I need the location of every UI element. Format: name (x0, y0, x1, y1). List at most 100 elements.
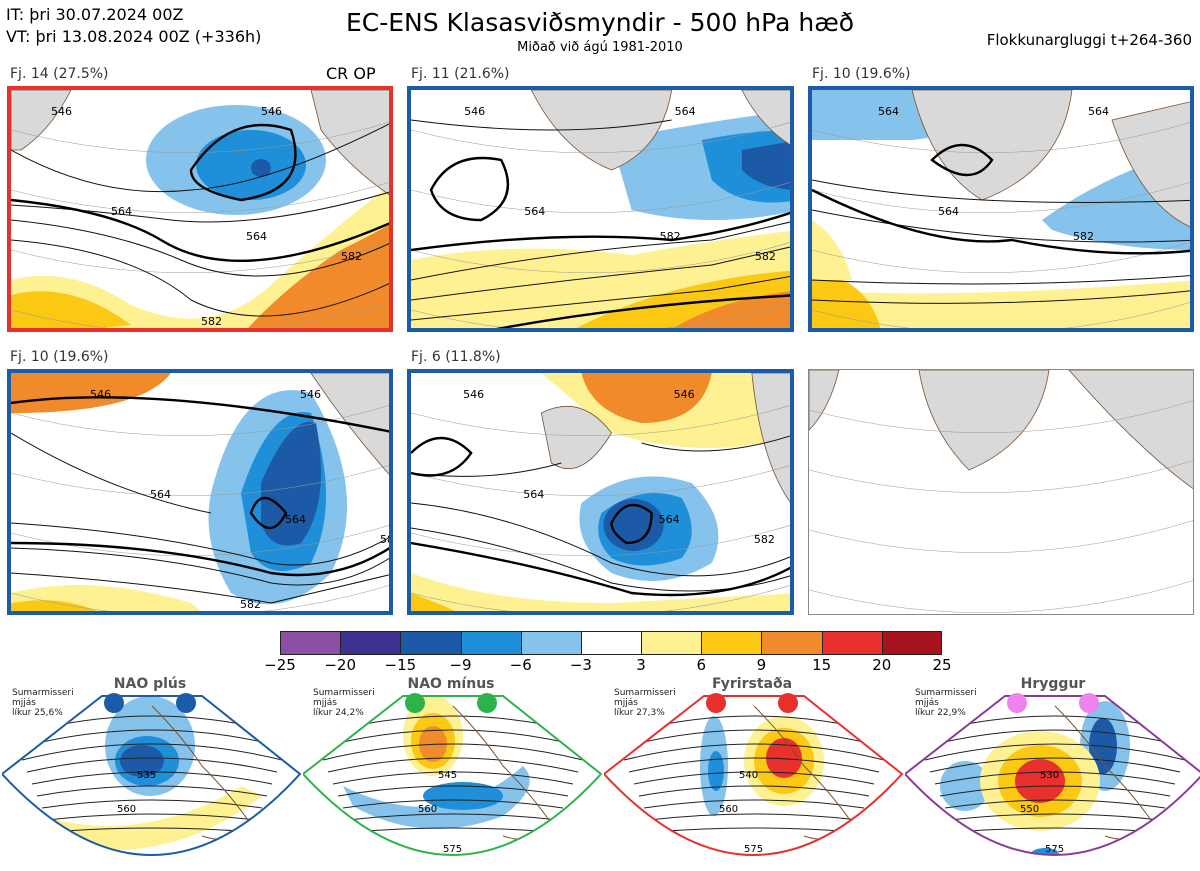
regime-frame (2, 695, 302, 856)
contour-label: 564 (285, 513, 306, 526)
regime-contour (347, 813, 559, 821)
graticule-line (411, 242, 790, 273)
regime-marker-dot (477, 693, 497, 713)
regime-contour (36, 785, 268, 797)
graticule-line (11, 405, 389, 436)
regime-anomaly-fill (708, 751, 724, 791)
colorbar-swatch (340, 631, 401, 655)
regime-contour-label: 575 (443, 844, 462, 855)
contour-label: 546 (463, 388, 484, 401)
anomaly-fill (11, 373, 171, 413)
land-mass (540, 406, 613, 470)
graticule-line (812, 122, 1190, 153)
height-contour (11, 572, 389, 604)
regime-marker-dot (778, 693, 798, 713)
colorbar-tick-label: −6 (509, 656, 532, 674)
graticule-line (411, 182, 790, 213)
graticule-line (11, 242, 389, 273)
graticule-line (411, 122, 790, 153)
regime-contour (327, 757, 579, 773)
height-contour-bold (429, 156, 510, 222)
height-contour (812, 275, 1190, 285)
regime-title: Hryggur (1020, 676, 1086, 692)
height-contour-bold (11, 541, 389, 577)
contour-label: 564 (523, 488, 544, 501)
regime-contour-label: 540 (739, 770, 758, 781)
anomaly-fill (741, 141, 790, 190)
regime-contour (21, 743, 283, 761)
contour-label: 546 (261, 105, 282, 118)
regime-contour (26, 757, 278, 773)
contour-label: 564 (111, 205, 132, 218)
regime-map-3: 540 560 575 (604, 693, 904, 856)
regime-contour (653, 827, 855, 833)
regime-contour (633, 771, 875, 785)
graticule-line (411, 465, 790, 496)
height-contour-bold (411, 541, 790, 597)
regime-marker-dot (1007, 693, 1027, 713)
regime-contour (16, 729, 288, 749)
regime-title: NAO plús (113, 676, 187, 692)
regime-contour (352, 827, 554, 833)
contour-label: 546 (674, 388, 695, 401)
regime-info-season: Sumarmisseri (614, 688, 676, 698)
colorbar-tick-label: −20 (324, 656, 356, 674)
anomaly-fill (261, 421, 321, 546)
colorbar-tick-label: 15 (812, 656, 832, 674)
height-contour (11, 522, 389, 566)
colorbar-tick-label: −15 (384, 656, 417, 674)
regime-anomaly-fill (940, 761, 990, 811)
contour-label: 546 (464, 105, 485, 118)
regime-info-smoothing: mjjás (915, 698, 939, 708)
regime-contour-label: 530 (1040, 770, 1059, 781)
anomaly-fill (812, 270, 881, 328)
height-contour (11, 547, 389, 586)
height-contour-bold (411, 211, 790, 252)
anomaly-fill (411, 573, 790, 611)
regime-contour (643, 799, 865, 809)
cluster-panel-1: 546 546 564 564 582 582 (7, 86, 393, 332)
graticule-line (809, 400, 1193, 433)
contour-label: 564 (878, 105, 899, 118)
colorbar-swatch (821, 631, 882, 655)
panel-map-2: 546 564 564 582 582 (411, 90, 790, 328)
contour-label: 546 (300, 388, 321, 401)
anomaly-fill (673, 291, 790, 328)
land-mass (809, 370, 840, 431)
panel-map-4: 546 546 564 564 582 582 (11, 373, 393, 611)
regime-contour (638, 785, 870, 797)
regime-title: Fyrirstaða (711, 676, 793, 692)
height-contour-bold (249, 496, 288, 530)
graticule-line (11, 465, 389, 496)
graticule-line (809, 520, 1193, 553)
panel-map-3: 564 564 564 582 (812, 90, 1190, 328)
colorbar-swatch (520, 631, 581, 655)
regime-marker-dot (176, 693, 196, 713)
regime-contour-label: 575 (744, 844, 763, 855)
regime-anomaly-fill (343, 766, 530, 829)
height-contour (411, 221, 790, 281)
colorbar-swatch (580, 631, 642, 655)
regime-contour-label: 575 (1045, 844, 1064, 855)
regime-info-smoothing: mjjás (313, 698, 337, 708)
init-time: IT: þri 30.07.2024 00Z (6, 5, 184, 24)
land-mass (530, 90, 673, 171)
regime-contour (337, 785, 569, 797)
contour-label: 546 (90, 388, 111, 401)
regime-frame (604, 695, 904, 856)
colorbar-swatch (881, 631, 942, 655)
regime-map-1: 535 560 (2, 693, 302, 856)
regime-contour (919, 729, 1191, 749)
regime-contour (924, 743, 1186, 761)
regime-info-likelihood: líkur 22,9% (915, 708, 966, 718)
panel-map-6 (809, 370, 1193, 613)
contour-label: 582 (380, 533, 393, 546)
panel-2-label: Fj. 11 (21.6%) (411, 66, 510, 82)
panel-3-label: Fj. 10 (19.6%) (812, 66, 911, 82)
graticule-line (411, 302, 790, 328)
regime-map-2: 545 560 575 (303, 693, 603, 856)
regime-contour (322, 743, 584, 761)
regime-info-smoothing: mjjás (12, 698, 36, 708)
contour-label: 582 (341, 250, 362, 263)
regime-anomaly-fill (42, 786, 262, 851)
